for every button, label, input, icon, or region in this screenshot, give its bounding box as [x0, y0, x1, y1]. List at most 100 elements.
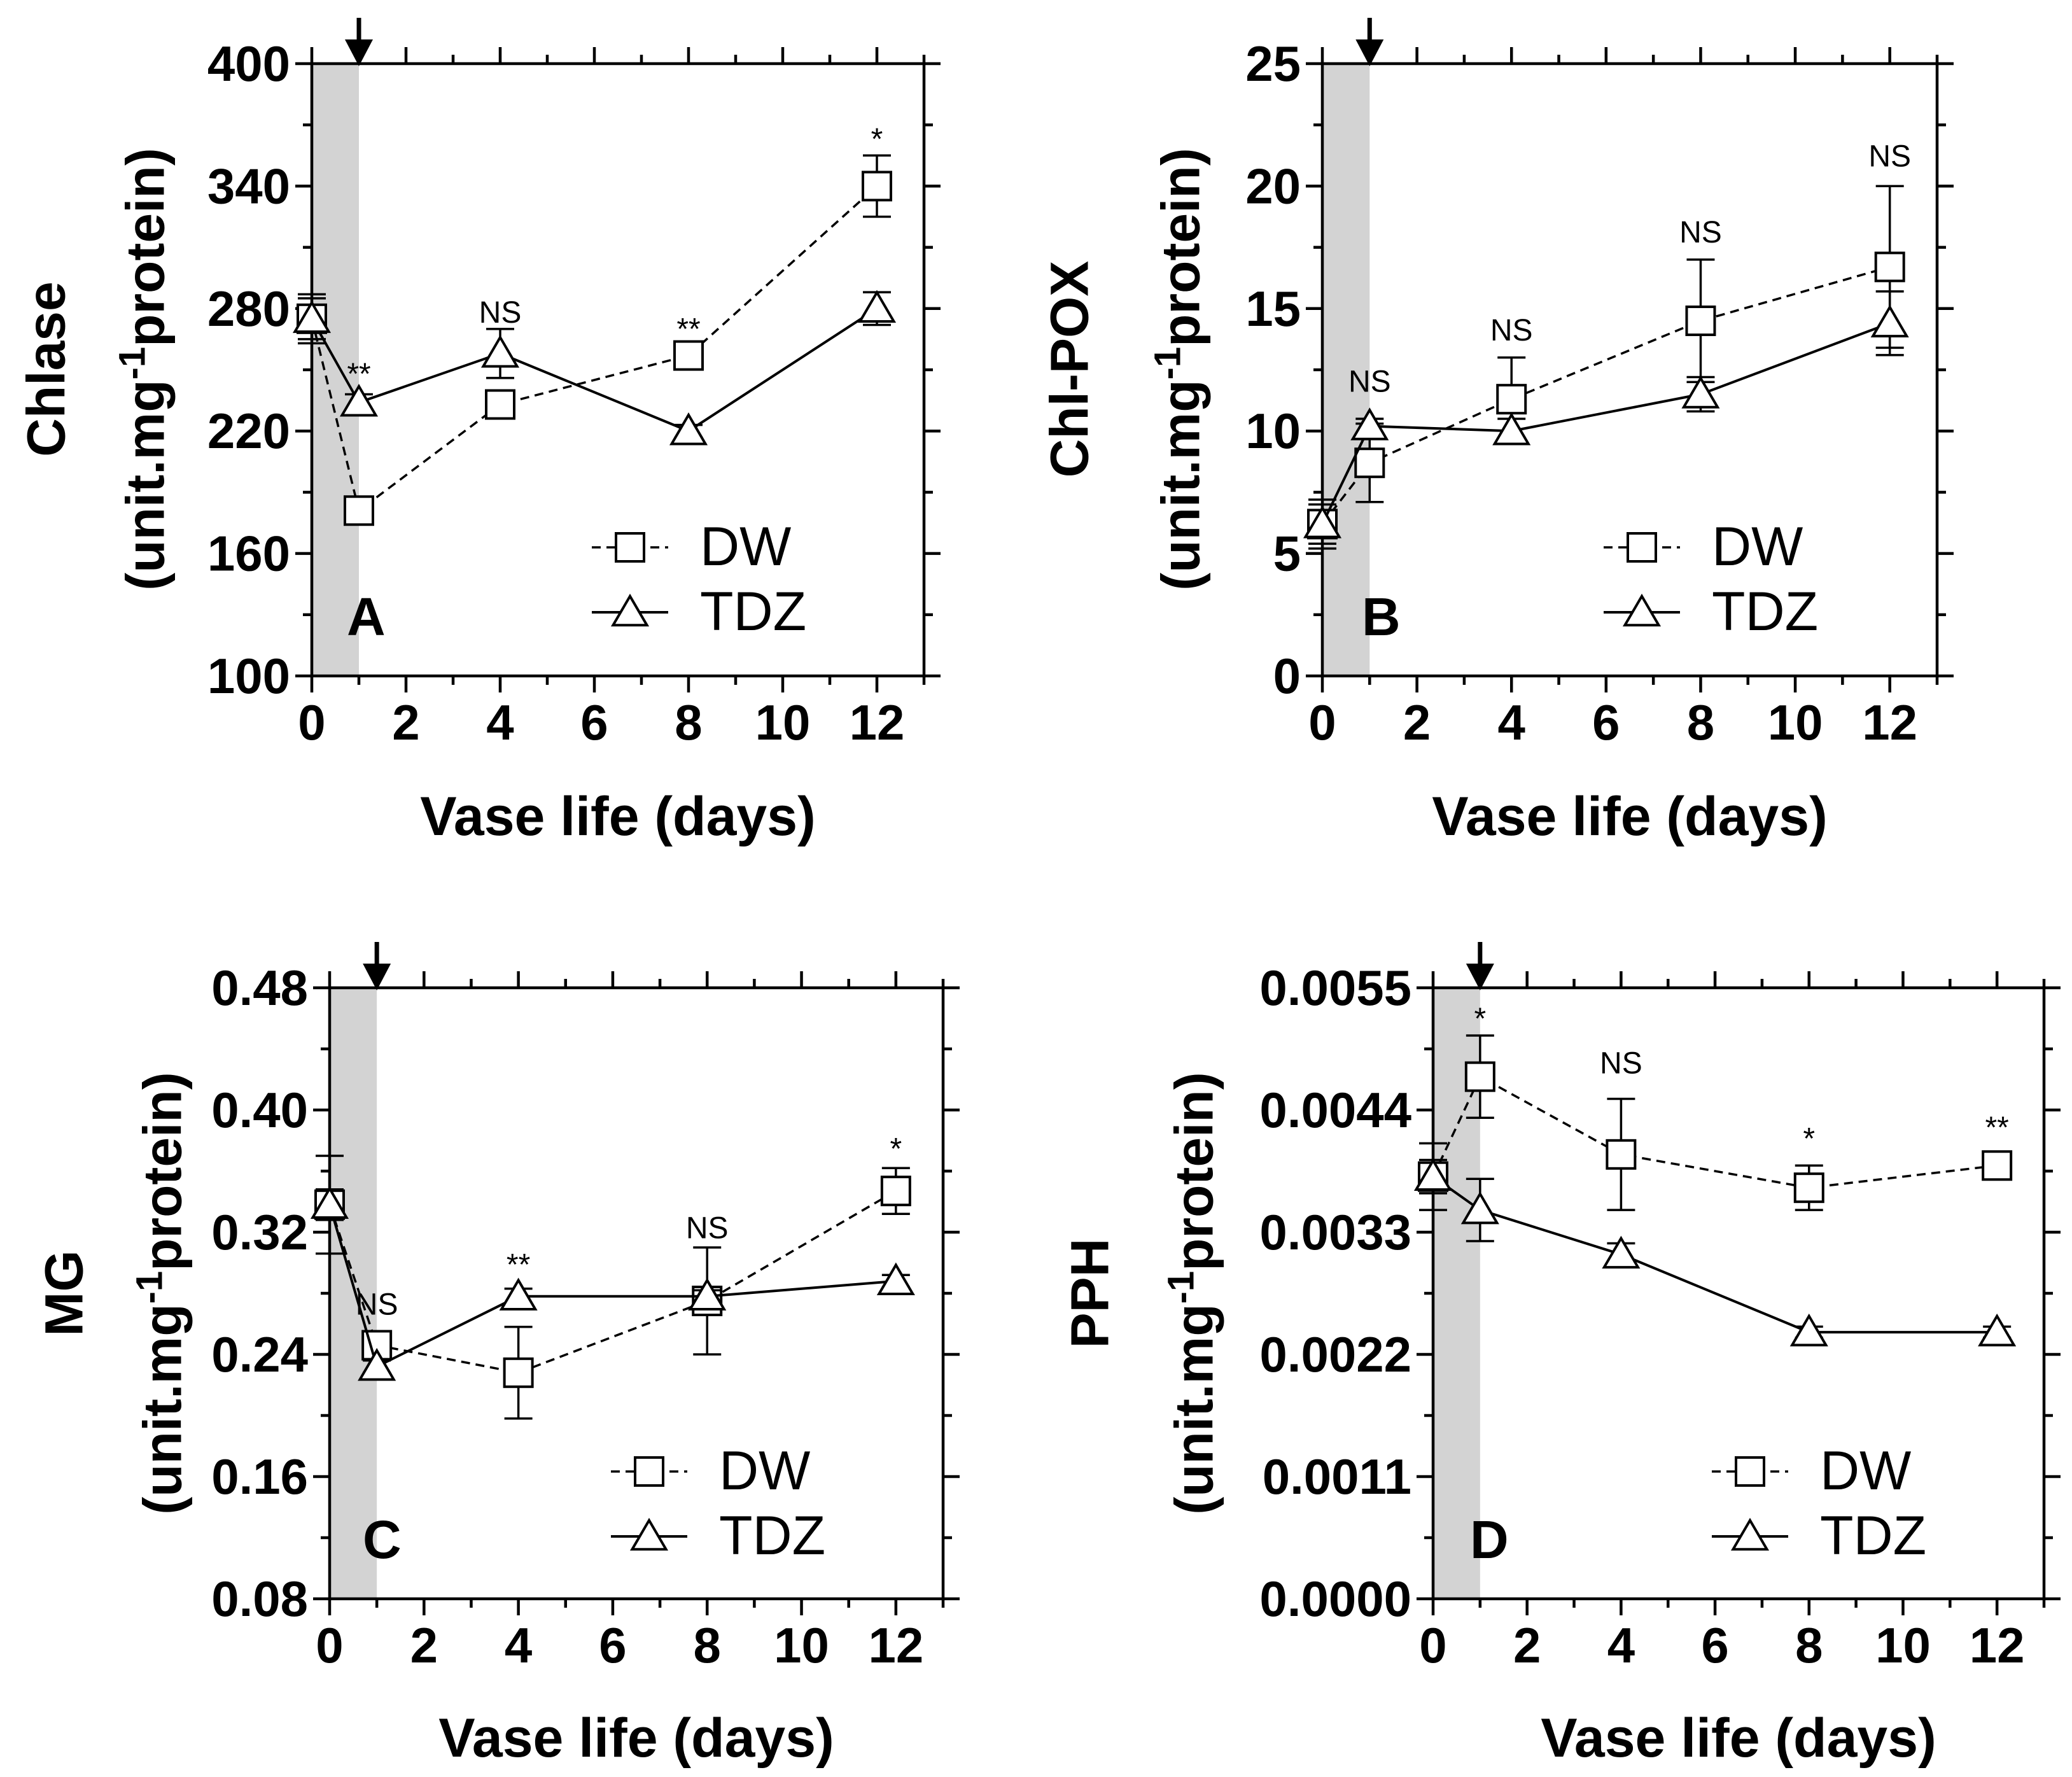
y-unit-base: (unit.mg: [1151, 379, 1210, 590]
y-tick-label: 0.16: [211, 1449, 308, 1505]
series-dw: [1307, 185, 1905, 550]
significance-label: NS: [1868, 140, 1911, 174]
y-tick-label: 0.48: [211, 960, 308, 1016]
x-tick-label: 12: [1862, 694, 1917, 750]
marker-square: [1354, 447, 1385, 479]
y-tick-label: 340: [207, 158, 290, 214]
x-tick-label: 0: [316, 1617, 343, 1673]
legend-tdz-label: TDZ: [719, 1505, 825, 1566]
treatment-shade: [1322, 64, 1370, 676]
panel-letter: A: [347, 587, 386, 647]
legend-tdz-label: TDZ: [1820, 1505, 1926, 1566]
treatment-arrow-head: [1466, 964, 1494, 990]
plot-frame: [328, 986, 945, 1601]
x-tick-label: 2: [410, 1617, 438, 1673]
x-tick-label: 12: [1970, 1617, 2025, 1673]
series-tdz: [1303, 290, 1909, 545]
y-axis-title: MG: [34, 1250, 94, 1336]
y-tick-label: 0.0055: [1259, 960, 1411, 1016]
marker-triangle: [669, 412, 708, 446]
marker-triangle: [358, 1347, 396, 1381]
marker-square: [880, 1176, 911, 1207]
y-tick-label: 0.32: [211, 1204, 308, 1260]
panel-letter: B: [1362, 587, 1401, 647]
significance-label: NS: [1348, 365, 1391, 399]
series-line-tdz: [328, 1204, 897, 1369]
series-tdz: [310, 1186, 915, 1381]
significance-label: *: [890, 1132, 902, 1166]
y-axis-unit: (unit.mg-1protein): [129, 1072, 192, 1514]
marker-triangle: [1460, 1191, 1499, 1225]
legend-dw-marker: [634, 1456, 664, 1487]
legend-dw-label: DW: [700, 516, 791, 577]
treatment-arrow-head: [1355, 39, 1384, 66]
marker-triangle: [688, 1277, 727, 1311]
chart-panel-a: 0 2 4 6 8 10 12 100 160 220 280 340 400 Vase life (da…: [16, 18, 941, 847]
marker-square: [1496, 384, 1527, 415]
y-tick-label: 10: [1245, 403, 1301, 459]
x-tick-label: 6: [1701, 1617, 1728, 1673]
y-unit-tail: protein): [1151, 148, 1210, 347]
y-unit-base: (unit.mg: [115, 379, 175, 590]
y-tick-label: 0.0044: [1259, 1082, 1411, 1138]
treatment-shade: [330, 988, 377, 1599]
y-axis-unit: (unit.mg-1protein): [111, 148, 175, 590]
chart-panel-c: 0 2 4 6 8 10 12 0.08 0.16 0.24 0.32 0.40 0.48 Vase li…: [34, 942, 960, 1769]
x-tick-label: 12: [850, 694, 905, 750]
marker-square: [1464, 1061, 1495, 1092]
marker-square: [1982, 1150, 2013, 1181]
y-tick-label: 0: [1273, 648, 1301, 704]
series-line-tdz: [1432, 1176, 1998, 1334]
legend-dw-marker: [615, 532, 645, 563]
marker-triangle: [1789, 1313, 1828, 1347]
y-unit-superscript: -1: [1147, 347, 1188, 380]
y-tick-label: 0.0022: [1259, 1326, 1411, 1382]
y-tick-label: 15: [1245, 281, 1301, 337]
y-unit-superscript: -1: [1160, 1271, 1201, 1304]
marker-square: [485, 389, 515, 420]
y-tick-label: 100: [207, 648, 290, 704]
marker-triangle: [292, 300, 332, 334]
y-tick-label: 220: [207, 403, 290, 459]
marker-triangle: [339, 384, 379, 417]
x-tick-label: 8: [675, 694, 702, 750]
legend-tdz-marker: [610, 593, 650, 627]
series-line-dw: [1321, 265, 1891, 525]
y-unit-tail: protein): [132, 1072, 192, 1271]
legend-tdz-label: TDZ: [700, 581, 806, 642]
legend-tdz-label: TDZ: [1712, 581, 1818, 642]
y-tick-label: 0.08: [211, 1571, 308, 1627]
y-unit-tail: protein): [1164, 1072, 1224, 1271]
x-tick-label: 6: [599, 1617, 626, 1673]
x-tick-label: 4: [486, 694, 514, 750]
treatment-shade: [312, 64, 359, 676]
x-tick-label: 10: [1875, 1617, 1931, 1673]
significance-label: **: [507, 1248, 530, 1282]
y-unit-superscript: -1: [129, 1271, 170, 1304]
marker-triangle: [1492, 412, 1531, 446]
marker-triangle: [1303, 505, 1342, 538]
y-tick-label: 5: [1273, 526, 1301, 582]
x-tick-label: 0: [298, 694, 325, 750]
marker-triangle: [1350, 407, 1389, 440]
x-tick-label: 0: [1419, 1617, 1446, 1673]
x-tick-label: 2: [1403, 694, 1431, 750]
panel-letter: C: [363, 1510, 402, 1570]
marker-square: [1685, 306, 1716, 337]
x-tick-label: 0: [1308, 694, 1336, 750]
x-tick-label: 2: [392, 694, 419, 750]
x-tick-label: 4: [505, 1617, 532, 1673]
x-tick-label: 2: [1513, 1617, 1541, 1673]
significance-label: **: [347, 357, 370, 391]
x-axis-label: Vase life (days): [1541, 1708, 1936, 1769]
legend-tdz-marker: [1730, 1517, 1770, 1551]
series-dw: [297, 154, 892, 526]
series-tdz: [1413, 1158, 2017, 1347]
series-line-dw: [328, 1190, 897, 1374]
x-tick-label: 8: [1687, 694, 1714, 750]
y-tick-label: 280: [207, 281, 290, 337]
marker-triangle: [1870, 304, 1909, 338]
